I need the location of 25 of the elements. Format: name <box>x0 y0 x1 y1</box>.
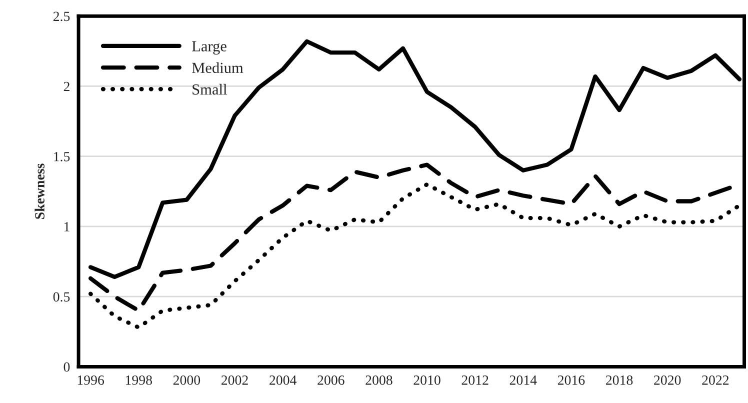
y-tick-label: 1 <box>64 222 70 232</box>
x-tick-label: 2004 <box>270 375 296 385</box>
x-tick-label: 2018 <box>606 375 633 385</box>
y-tick-label: 1.5 <box>54 152 70 162</box>
y-tick-label: 2 <box>64 82 70 92</box>
x-tick-label: 2010 <box>414 375 440 385</box>
x-tick-label: 1998 <box>126 375 152 385</box>
x-tick-label: 2014 <box>510 375 537 385</box>
x-tick-label: 2022 <box>702 375 729 385</box>
y-tick-label: 0.5 <box>53 292 70 302</box>
legend-label: Large <box>192 41 226 55</box>
x-tick-label: 2020 <box>654 375 681 385</box>
y-tick-label: 0 <box>64 362 70 372</box>
legend-label: Medium <box>192 62 244 74</box>
x-tick-label: 2006 <box>318 375 344 385</box>
y-tick-label: 2.5 <box>53 12 70 22</box>
x-tick-label: 2008 <box>366 375 392 385</box>
x-tick-label: 2002 <box>221 375 248 385</box>
line-series <box>88 182 742 330</box>
y-axis-title: Skewness <box>34 164 44 219</box>
x-tick-label: 2012 <box>462 375 488 385</box>
x-tick-label: 2000 <box>173 375 200 385</box>
x-tick-label: 1996 <box>78 376 104 385</box>
x-tick-label: 2016 <box>558 375 585 385</box>
legend-label: Small <box>192 84 227 95</box>
